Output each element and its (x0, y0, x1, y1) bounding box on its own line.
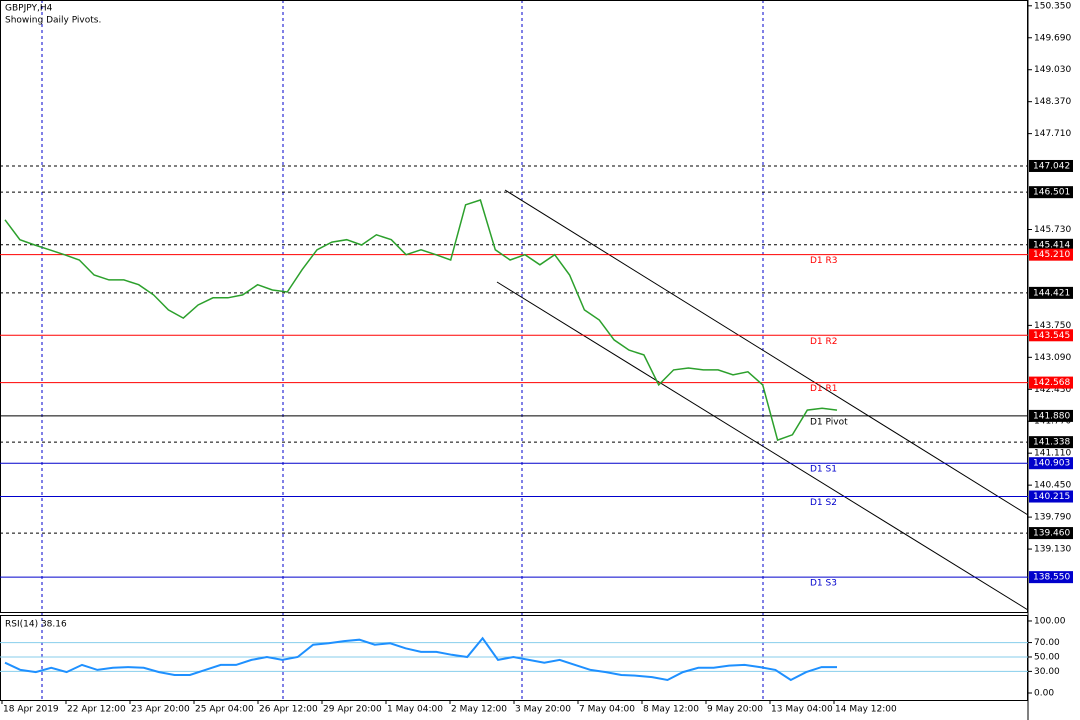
level-label-box (1029, 571, 1073, 584)
channel-line (504, 189, 1029, 516)
level-label-box (1029, 186, 1073, 199)
level-name: D1 S2 (810, 498, 837, 508)
x-tick-label: 7 May 04:00 (579, 705, 635, 715)
chart-title: GBPJPY,H4 (5, 4, 53, 14)
y-tick-label: 30.00 (1034, 667, 1060, 677)
level-label: 141.338 (1033, 438, 1070, 448)
level-label: 140.215 (1033, 492, 1070, 502)
rsi-title: RSI(14) 38.16 (5, 620, 67, 630)
level-label-box (1029, 457, 1073, 470)
y-tick-label: 70.00 (1034, 638, 1060, 648)
x-tick-label: 26 Apr 12:00 (259, 705, 318, 715)
level-label-box (1029, 286, 1073, 299)
x-tick-label: 2 May 12:00 (451, 705, 507, 715)
level-label-box (1029, 238, 1073, 251)
level-label: 138.550 (1033, 573, 1070, 583)
level-name: D1 S1 (810, 465, 837, 475)
y-tick-label: 149.030 (1034, 65, 1071, 75)
level-name: D1 R2 (810, 337, 838, 347)
level-label: 146.501 (1033, 188, 1070, 198)
level-name: D1 S3 (810, 579, 837, 589)
y-tick-label: 147.710 (1034, 129, 1071, 139)
y-tick-label: 150.350 (1034, 1, 1071, 11)
y-tick-label: 143.090 (1034, 353, 1071, 363)
chart-subtitle: Showing Daily Pivots. (5, 16, 101, 26)
level-label: 143.545 (1033, 331, 1070, 341)
level-label-box (1029, 248, 1073, 261)
level-label-box (1029, 527, 1073, 540)
level-label: 145.210 (1033, 250, 1070, 260)
y-tick-label: 149.690 (1034, 33, 1071, 43)
y-tick-label: 50.00 (1034, 652, 1060, 662)
level-label-box (1029, 376, 1073, 389)
x-tick-label: 3 May 20:00 (515, 705, 571, 715)
level-label: 139.460 (1033, 529, 1070, 539)
x-tick-label: 22 Apr 12:00 (67, 705, 126, 715)
y-tick-label: 145.730 (1034, 225, 1071, 235)
x-tick-label: 23 Apr 20:00 (131, 705, 190, 715)
level-label: 144.421 (1033, 288, 1070, 298)
x-tick-label: 8 May 12:00 (643, 705, 699, 715)
y-tick-label: 139.790 (1034, 513, 1071, 523)
y-tick-label: 148.370 (1034, 97, 1071, 107)
y-tick-label: 100.00 (1034, 616, 1066, 626)
x-tick-label: 29 Apr 20:00 (323, 705, 382, 715)
y-tick-label: 143.750 (1034, 321, 1071, 331)
level-name: D1 Pivot (810, 417, 848, 427)
level-label: 147.042 (1033, 161, 1070, 171)
channel-line (496, 281, 1029, 611)
y-tick-label: 139.130 (1034, 545, 1071, 555)
y-tick-label: 141.110 (1034, 449, 1071, 459)
level-label-box (1029, 436, 1073, 449)
level-label-box (1029, 490, 1073, 503)
level-label: 140.903 (1033, 459, 1070, 469)
level-label: 142.568 (1033, 378, 1070, 388)
x-tick-label: 25 Apr 04:00 (195, 705, 254, 715)
level-label-box (1029, 159, 1073, 172)
level-label-box (1029, 409, 1073, 422)
y-tick-label: 142.430 (1034, 385, 1071, 395)
series-line (4, 636, 837, 682)
level-label-box (1029, 329, 1073, 342)
series-line (4, 199, 838, 442)
x-tick-label: 18 Apr 2019 (3, 705, 59, 715)
x-tick-label: 9 May 20:00 (707, 705, 763, 715)
y-tick-label: 140.450 (1034, 481, 1071, 491)
level-name: D1 R1 (810, 384, 838, 394)
x-tick-label: 1 May 04:00 (387, 705, 443, 715)
y-tick-label: 0.00 (1034, 688, 1054, 698)
x-tick-label: 13 May 04:00 (771, 705, 833, 715)
level-label: 145.414 (1033, 240, 1070, 250)
level-label: 141.880 (1033, 411, 1070, 421)
level-name: D1 R3 (810, 256, 838, 266)
x-tick-label: 14 May 12:00 (835, 705, 897, 715)
